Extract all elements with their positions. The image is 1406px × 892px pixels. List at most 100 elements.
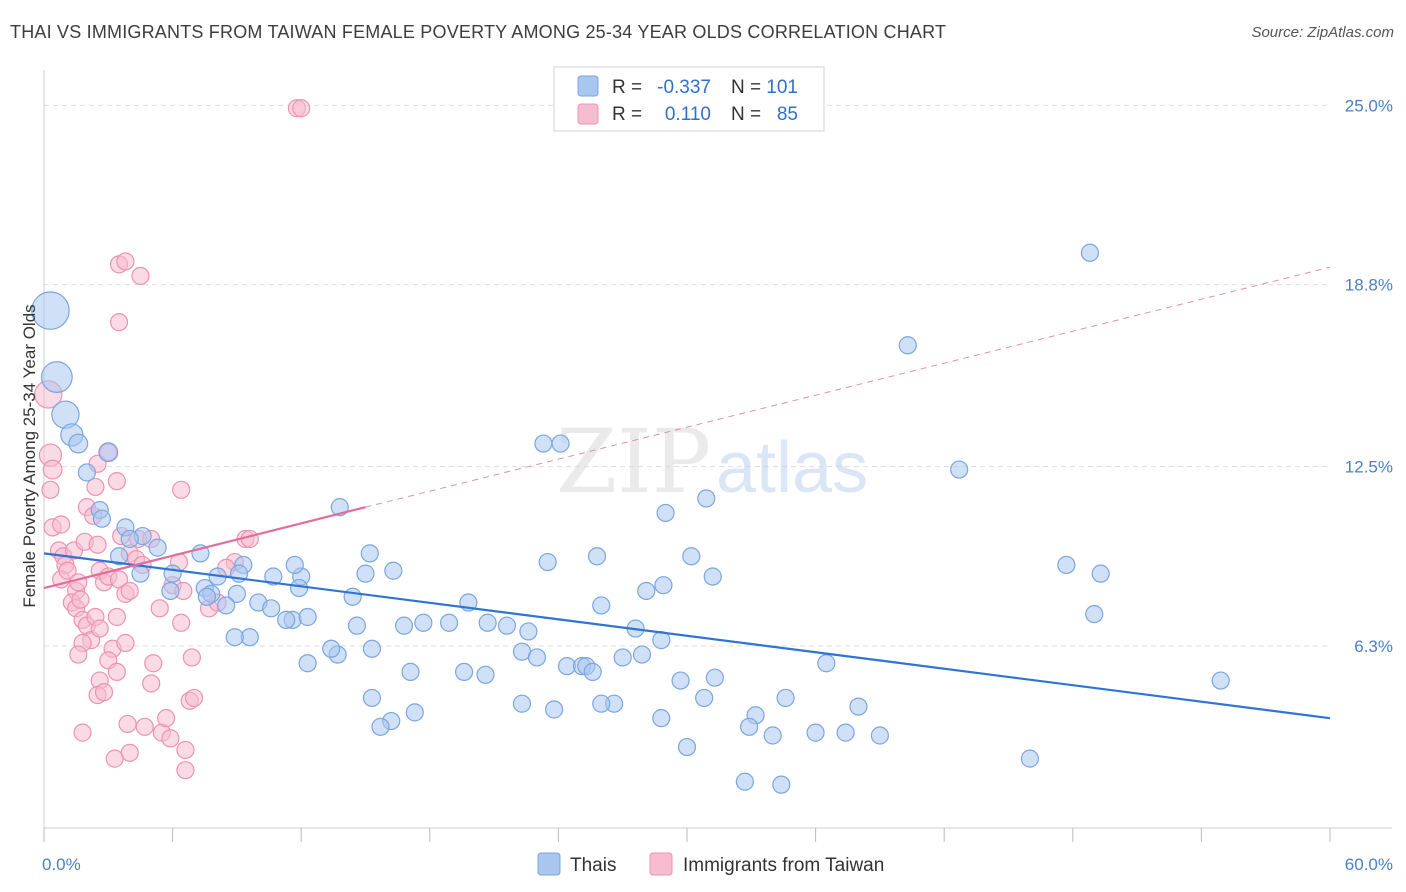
thais-point-96 xyxy=(534,434,553,453)
thais-point-106 xyxy=(1211,671,1230,690)
trend-lines xyxy=(43,266,1331,720)
thais-point-9 xyxy=(92,509,111,528)
taiwan-point-62 xyxy=(184,688,204,708)
thais-point-16 xyxy=(131,564,150,583)
thais-point-98 xyxy=(697,489,716,508)
x-tick-label-min: 0.0% xyxy=(42,855,81,874)
x-tick-labels: 0.0% 60.0% xyxy=(42,855,1393,874)
thais-point-45 xyxy=(478,613,497,632)
thais-point-43 xyxy=(439,613,459,632)
taiwan-point-49 xyxy=(150,599,169,618)
chart-title: THAI VS IMMIGRANTS FROM TAIWAN FEMALE PO… xyxy=(10,22,947,42)
thais-point-36 xyxy=(262,599,281,618)
thais-point-92 xyxy=(849,697,868,716)
thais-point-71 xyxy=(583,662,602,682)
taiwan-point-58 xyxy=(161,729,180,748)
thais-point-69 xyxy=(632,645,652,664)
thais-point-27 xyxy=(285,555,304,575)
thais-point-77 xyxy=(545,700,564,719)
legend-label-thais: Thais xyxy=(570,855,616,876)
thais-point-103 xyxy=(950,460,969,479)
thais-point-53 xyxy=(654,576,673,595)
r-value-thais: -0.337 xyxy=(657,77,711,98)
thais-point-68 xyxy=(613,648,632,667)
thais-point-18 xyxy=(163,564,182,583)
legend-swatch-taiwan xyxy=(649,852,673,876)
taiwan-point-64 xyxy=(172,613,191,632)
taiwan-point-2 xyxy=(42,459,63,480)
trend-line-thais xyxy=(43,552,1331,720)
thais-point-31 xyxy=(360,544,379,563)
taiwan-point-78 xyxy=(73,723,92,742)
taiwan-point-84 xyxy=(292,99,311,118)
watermark: ZIP atlas xyxy=(556,410,868,513)
thais-point-58 xyxy=(322,639,341,658)
y-axis-label: Female Poverty Among 25-34 Year Olds xyxy=(20,304,39,607)
thais-point-62 xyxy=(476,665,495,684)
thais-point-52 xyxy=(637,581,656,601)
taiwan-point-3 xyxy=(41,480,60,499)
thais-point-86 xyxy=(740,717,759,736)
thais-point-22 xyxy=(227,584,246,603)
thais-point-46 xyxy=(497,616,517,635)
thais-point-94 xyxy=(735,772,754,791)
thais-point-4 xyxy=(68,433,89,454)
thais-point-61 xyxy=(454,662,474,682)
source-credit: Source: ZipAtlas.com xyxy=(1251,24,1394,41)
taiwan-point-57 xyxy=(157,709,176,728)
thais-point-60 xyxy=(401,662,420,682)
taiwan-point-55 xyxy=(142,674,161,693)
thais-point-101 xyxy=(703,567,722,586)
taiwan-point-21 xyxy=(90,619,109,638)
stats-legend-box xyxy=(553,66,825,132)
thais-point-38 xyxy=(298,607,317,627)
thais-point-100 xyxy=(682,547,701,566)
thais-point-76 xyxy=(592,694,611,713)
thais-point-81 xyxy=(362,688,382,708)
taiwan-point-39 xyxy=(107,662,126,682)
thais-point-17 xyxy=(161,581,180,601)
n-value-thais: 101 xyxy=(766,77,798,98)
thais-point-11 xyxy=(120,529,139,549)
thais-point-29 xyxy=(356,564,375,583)
watermark-atlas: atlas xyxy=(716,428,868,508)
thais-point-41 xyxy=(394,616,414,635)
thais-point-35 xyxy=(217,596,236,615)
n-label-thais: N = xyxy=(731,77,761,98)
thais-point-72 xyxy=(671,671,690,690)
taiwan-point-74 xyxy=(172,480,191,499)
taiwan-point-76 xyxy=(107,472,126,491)
thais-point-99 xyxy=(656,503,675,523)
taiwan-point-10 xyxy=(58,561,77,580)
thais-point-82 xyxy=(371,717,390,736)
thais-point-97 xyxy=(551,434,570,453)
taiwan-point-42 xyxy=(120,581,139,601)
taiwan-point-34 xyxy=(107,607,126,627)
taiwan-point-59 xyxy=(176,740,195,760)
thais-point-107 xyxy=(1057,555,1076,575)
bottom-legend: Thais Immigrants from Taiwan xyxy=(537,852,884,876)
stats-legend: R = -0.337 N = 101 R = 0.110 N = 85 xyxy=(553,66,825,132)
thais-point-88 xyxy=(776,688,795,708)
legend-swatch-thais xyxy=(537,852,561,876)
thais-point-48 xyxy=(538,552,557,572)
taiwan-point-63 xyxy=(182,648,201,667)
taiwan-point-40 xyxy=(116,633,135,653)
thais-point-30 xyxy=(330,498,349,517)
thais-point-12 xyxy=(148,538,167,557)
thais-point-59 xyxy=(362,639,382,658)
taiwan-point-23 xyxy=(69,645,88,664)
thais-point-109 xyxy=(1020,749,1040,768)
thais-point-108 xyxy=(1091,564,1110,583)
taiwan-point-38 xyxy=(94,683,114,702)
thais-point-105 xyxy=(1085,604,1104,624)
thais-point-49 xyxy=(587,547,607,566)
n-value-taiwan: 85 xyxy=(777,104,798,125)
taiwan-point-31 xyxy=(88,535,107,554)
watermark-zip: ZIP xyxy=(556,410,711,513)
stats-legend-swatch-thais xyxy=(577,75,599,97)
thais-point-85 xyxy=(705,668,724,687)
taiwan-point-52 xyxy=(105,749,124,768)
y-tick-label-1: 12.5% xyxy=(1345,458,1393,477)
